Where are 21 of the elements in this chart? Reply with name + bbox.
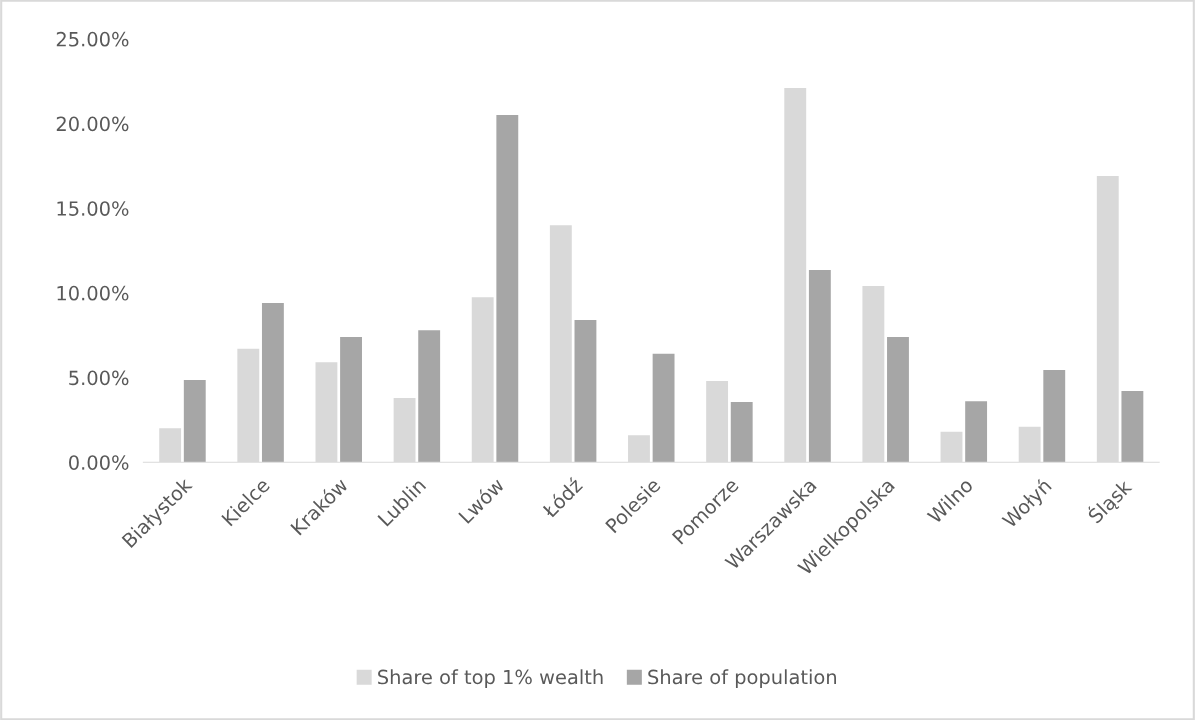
bar — [808, 270, 831, 463]
bar — [418, 330, 441, 463]
y-tick-label: 20.00% — [56, 116, 129, 132]
bar — [887, 336, 909, 463]
bar — [730, 402, 753, 463]
legend-label: Share of top 1% wealth — [378, 669, 603, 689]
bar — [1121, 391, 1144, 463]
bar — [340, 336, 362, 463]
bar — [652, 353, 675, 463]
bar — [261, 303, 284, 463]
y-tick-label: 5.00% — [69, 370, 129, 386]
bar — [496, 115, 519, 463]
y-tick-label: 10.00% — [57, 285, 129, 301]
y-tick-label: 0.00% — [69, 455, 129, 470]
bar — [183, 380, 206, 463]
bar — [1043, 369, 1066, 463]
y-tick-label: 25.00% — [56, 31, 129, 47]
bar — [574, 319, 597, 463]
y-tick-label: 15.00% — [57, 201, 129, 216]
bar — [965, 401, 988, 463]
legend-label: Share of population — [648, 669, 836, 689]
